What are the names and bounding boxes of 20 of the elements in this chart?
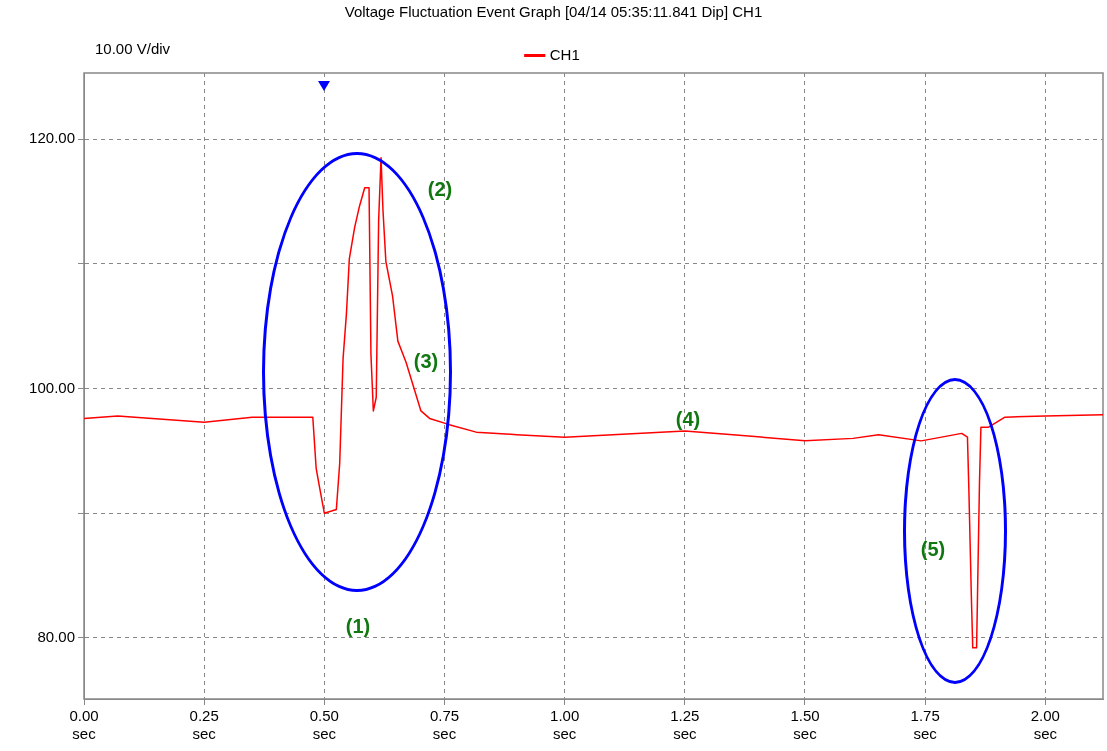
annotation: (3) bbox=[413, 349, 439, 372]
x-tick-label: 0.25 sec bbox=[189, 707, 219, 743]
legend-label: CH1 bbox=[549, 45, 580, 63]
x-tick-label: 2.00 sec bbox=[1030, 707, 1060, 743]
y-tick-label: 80.00 bbox=[37, 628, 75, 646]
annotation: (2) bbox=[427, 177, 453, 200]
x-tick-label: 0.75 sec bbox=[429, 707, 460, 743]
x-tick-label: 1.00 sec bbox=[550, 707, 580, 743]
annotation: (5) bbox=[920, 537, 946, 560]
x-tick-label: 0.00 sec bbox=[69, 707, 99, 743]
text: 10.00 V/div bbox=[95, 40, 171, 58]
x-tick-label: 0.50 sec bbox=[309, 707, 339, 743]
annotation: (4) bbox=[675, 407, 701, 430]
annotation: (1) bbox=[345, 614, 371, 637]
chart-title: Voltage Fluctuation Event Graph [04/14 05:35:11.841 Dip] CH1 bbox=[344, 3, 763, 21]
x-tick-label: 1.75 sec bbox=[910, 707, 940, 743]
x-tick-label: 1.50 sec bbox=[790, 707, 820, 743]
y-tick-label: 100.00 bbox=[29, 378, 75, 396]
x-tick-label: 1.25 sec bbox=[670, 707, 700, 743]
y-tick-label: 120.00 bbox=[29, 129, 75, 147]
